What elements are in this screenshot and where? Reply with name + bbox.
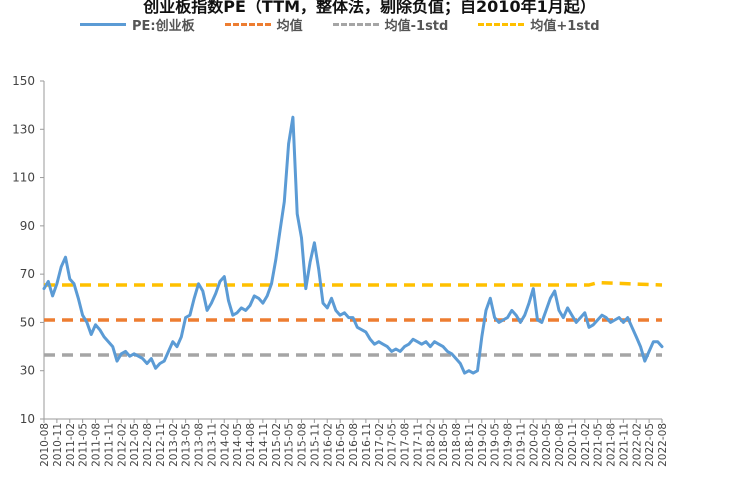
x-tick-label: 2012-08 <box>142 423 154 467</box>
y-tick-label: 90 <box>20 219 35 233</box>
x-tick-label: 2020-02 <box>528 423 540 467</box>
x-tick-label: 2011-02 <box>65 423 77 467</box>
x-tick-label: 2020-08 <box>554 423 566 467</box>
series-layer <box>42 115 664 375</box>
x-tick-label: 2010-08 <box>39 423 51 467</box>
x-tick-label: 2013-11 <box>206 423 218 467</box>
series-line-mean-plus-std <box>44 280 663 287</box>
legend-item-mean-plus-std: 均值+1std <box>478 15 600 34</box>
x-tick-label: 2012-05 <box>129 423 141 467</box>
x-tick-label: 2015-02 <box>271 423 283 467</box>
x-tick-label: 2017-02 <box>374 423 386 467</box>
x-tick-label: 2017-05 <box>387 423 399 467</box>
x-tick-label: 2021-02 <box>580 423 592 467</box>
x-tick-label: 2019-08 <box>503 423 515 467</box>
chart-title: 创业板指数PE（TTM，整体法，剔除负值；自2010年1月起） <box>143 0 596 16</box>
y-tick-label: 30 <box>20 364 35 378</box>
x-tick-label: 2020-11 <box>567 423 579 467</box>
x-tick-label: 2016-05 <box>335 423 347 467</box>
x-tick-label: 2021-11 <box>618 423 630 467</box>
x-tick-label: 2019-02 <box>477 423 489 467</box>
x-tick-label: 2016-11 <box>361 423 373 467</box>
x-tick-label: 2017-11 <box>412 423 424 467</box>
x-tick-label: 2014-11 <box>258 423 270 467</box>
x-tick-label: 2018-11 <box>464 423 476 467</box>
y-axis: 10 30 50 70 90 110 130 150 <box>12 74 45 426</box>
x-axis: 2010-08 2010-11 2011-02 2011-05 2011-08 2011-… <box>39 418 669 467</box>
x-tick-label: 2010-11 <box>52 423 64 467</box>
x-tick-label: 2016-02 <box>322 423 334 467</box>
x-tick-label: 2014-08 <box>245 423 257 467</box>
x-tick-label: 2017-08 <box>400 423 412 467</box>
series-line-pe <box>42 115 664 375</box>
legend-swatch-mean <box>224 22 271 26</box>
x-tick-label: 2016-08 <box>348 423 360 467</box>
x-tick-label: 2012-11 <box>155 423 167 467</box>
legend-swatch-mean-plus-std <box>478 22 525 26</box>
x-tick-label: 2018-05 <box>438 423 450 467</box>
x-tick-label: 2019-05 <box>490 423 502 467</box>
x-tick-label: 2021-08 <box>606 423 618 467</box>
legend-label-pe: PE:创业板 <box>132 18 195 34</box>
y-tick-label: 130 <box>12 122 35 136</box>
y-tick-label: 70 <box>20 267 35 281</box>
x-tick-label: 2014-05 <box>232 423 244 467</box>
y-tick-label: 50 <box>20 315 35 329</box>
x-tick-label: 2022-08 <box>657 423 669 467</box>
x-tick-label: 2015-11 <box>309 423 321 467</box>
x-tick-label: 2012-02 <box>116 423 128 467</box>
x-tick-label: 2014-02 <box>219 423 231 467</box>
x-tick-label: 2011-08 <box>91 423 103 467</box>
legend-item-mean-minus-std: 均值-1std <box>332 15 449 34</box>
x-tick-label: 2015-05 <box>284 423 296 467</box>
legend-item-mean: 均值 <box>224 15 303 34</box>
legend-label-mean-minus-std: 均值-1std <box>384 18 449 34</box>
x-tick-label: 2011-11 <box>103 423 115 467</box>
chart-legend: PE:创业板 均值 均值-1std 均值+1std <box>80 14 600 34</box>
x-tick-label: 2022-05 <box>644 423 656 467</box>
x-tick-label: 2022-02 <box>631 423 643 467</box>
legend-swatch-mean-minus-std <box>332 22 379 26</box>
x-tick-label: 2018-02 <box>425 423 437 467</box>
x-tick-label: 2013-08 <box>194 423 206 467</box>
legend-label-mean: 均值 <box>276 18 303 34</box>
x-tick-label: 2021-05 <box>593 423 605 467</box>
y-tick-label: 110 <box>12 171 35 185</box>
legend-swatch-pe <box>80 22 126 26</box>
legend-label-mean-plus-std: 均值+1std <box>530 18 600 34</box>
y-tick-label: 150 <box>12 74 35 88</box>
legend-item-pe: PE:创业板 <box>80 15 195 34</box>
y-tick-label: 10 <box>20 412 35 426</box>
x-tick-label: 2020-05 <box>541 423 553 467</box>
x-tick-label: 2019-11 <box>515 423 527 467</box>
x-tick-label: 2013-02 <box>168 423 180 467</box>
x-tick-label: 2011-05 <box>78 423 90 467</box>
x-tick-label: 2018-08 <box>451 423 463 467</box>
x-tick-label: 2013-05 <box>181 423 193 467</box>
x-tick-label: 2015-08 <box>297 423 309 467</box>
